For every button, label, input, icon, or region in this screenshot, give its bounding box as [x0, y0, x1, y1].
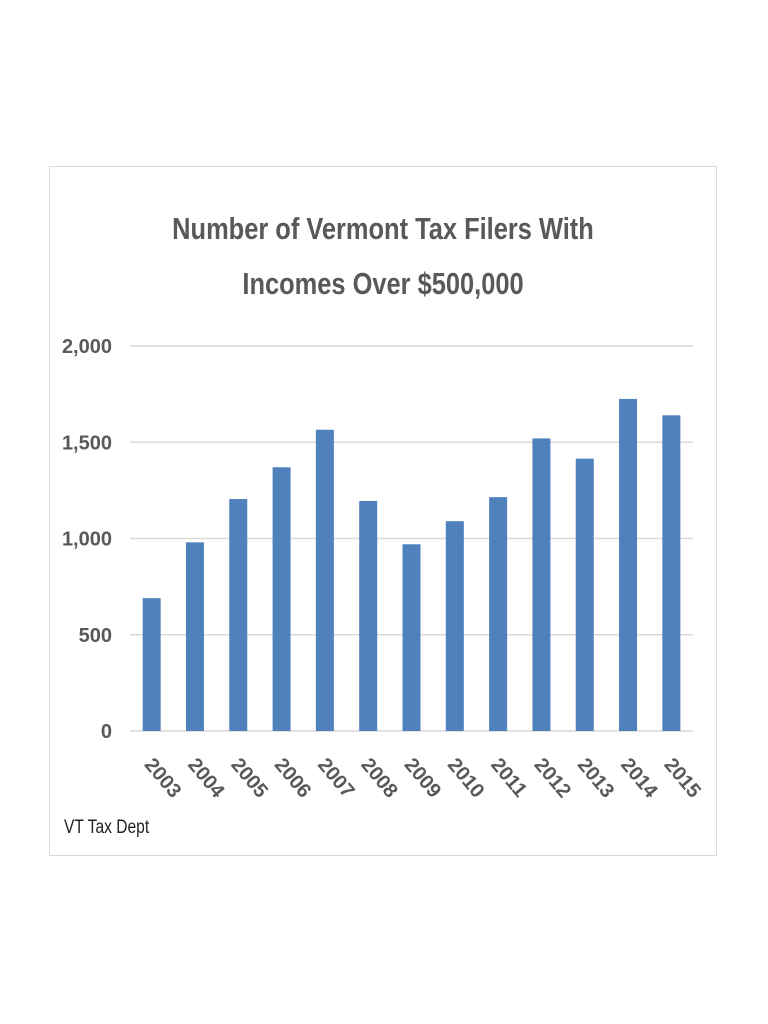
x-tick-label: 2014 [616, 754, 662, 803]
x-tick-label: 2011 [486, 754, 531, 801]
x-tick-label: 2013 [573, 754, 618, 802]
x-tick-label: 2008 [356, 754, 401, 802]
bar [402, 544, 421, 731]
bar [315, 429, 334, 731]
chart-title-line-1: Number of Vermont Tax Filers With [172, 211, 594, 246]
chart-title: Number of Vermont Tax Filers With Income… [110, 201, 656, 311]
bar [445, 521, 464, 731]
bar [575, 458, 594, 731]
x-tick-label: 2006 [270, 754, 315, 802]
x-tick-label: 2005 [226, 754, 271, 802]
x-tick-label: 2007 [313, 754, 358, 802]
bar [662, 415, 681, 731]
x-tick-label: 2010 [443, 754, 488, 802]
chart-frame: Number of Vermont Tax Filers With Income… [49, 166, 717, 856]
y-tick-label: 1,000 [62, 529, 112, 551]
bar [272, 467, 291, 731]
x-tick-label: 2015 [660, 754, 705, 802]
source-note: VT Tax Dept [64, 817, 150, 838]
bar [532, 438, 551, 731]
x-tick-label: 2012 [530, 754, 575, 802]
bar [229, 499, 248, 731]
x-tick-label: 2004 [183, 754, 229, 803]
y-tick-label: 2,000 [62, 336, 112, 358]
y-tick-label: 1,500 [62, 432, 112, 454]
chart-title-line-2: Incomes Over $500,000 [242, 266, 524, 301]
x-tick-label: 2009 [400, 754, 445, 802]
bar [489, 497, 508, 731]
y-tick-label: 500 [79, 625, 112, 647]
bar [142, 598, 161, 731]
bar [619, 398, 638, 731]
y-tick-label: 0 [101, 721, 112, 743]
bar [359, 500, 378, 731]
bar-chart-plot: 05001,0001,5002,000200320042005200620072… [62, 336, 705, 803]
bar [185, 542, 204, 731]
x-tick-label: 2003 [140, 754, 185, 802]
